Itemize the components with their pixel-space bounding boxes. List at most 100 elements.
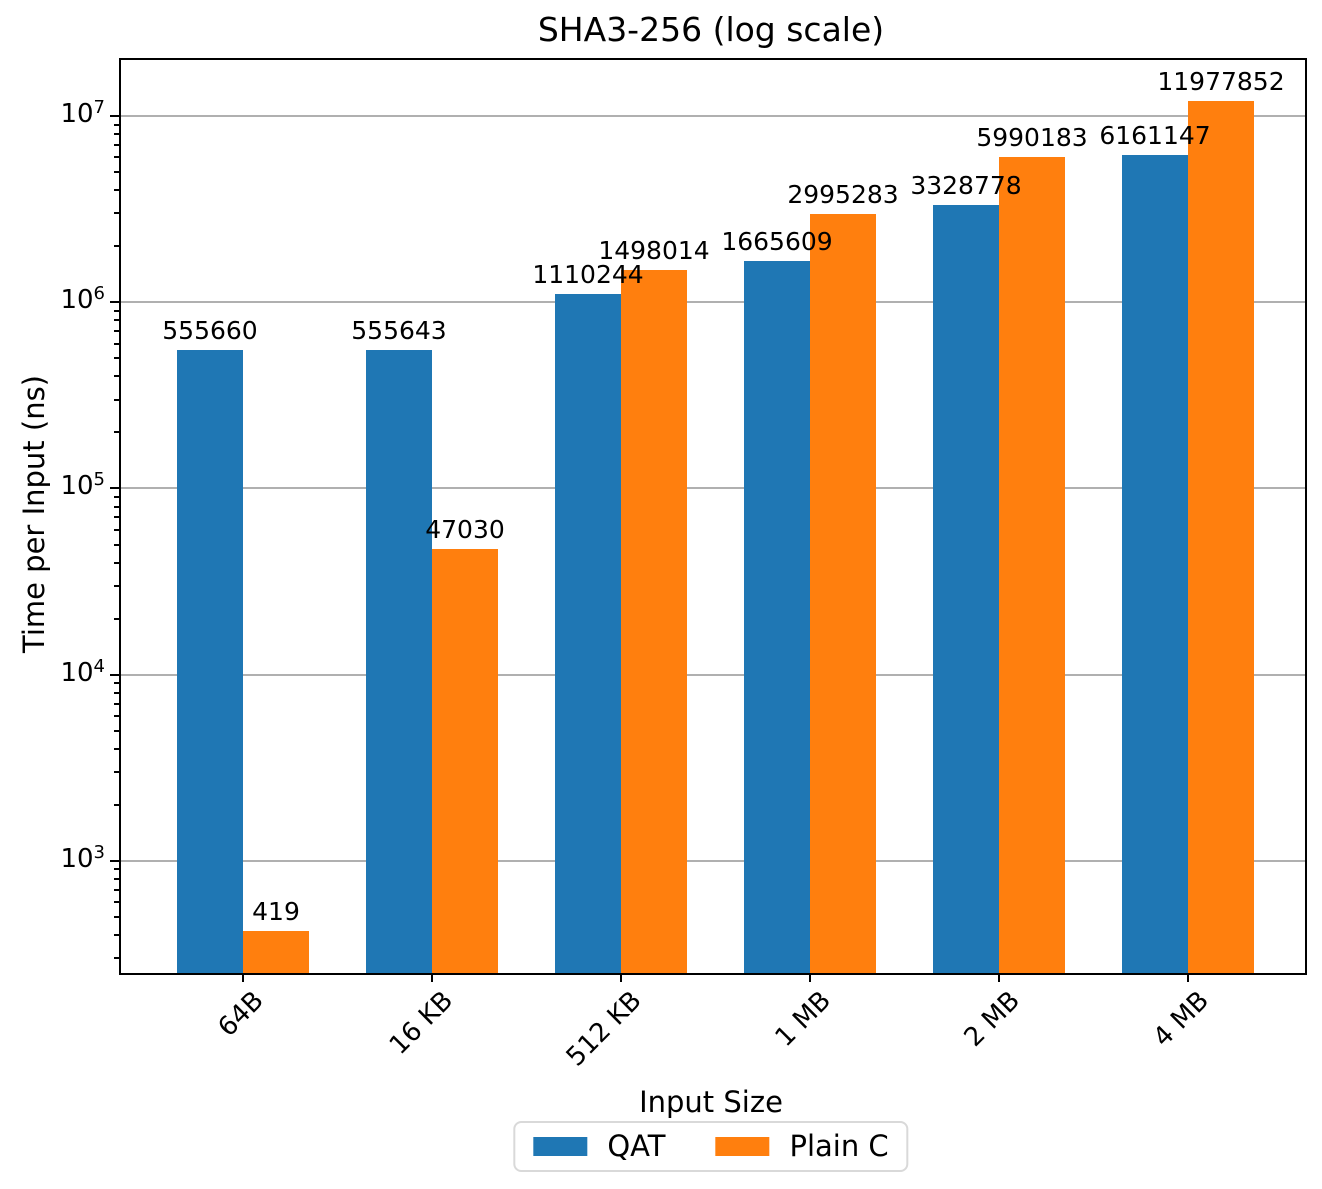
bar-value-label: 1498014 <box>598 235 710 265</box>
y-minor-tick <box>114 212 119 215</box>
x-tick <box>1187 973 1189 982</box>
gridline <box>121 301 1305 304</box>
y-tick-label: 105 <box>60 469 105 502</box>
bar-plain-c-64b <box>243 931 309 973</box>
y-minor-tick <box>114 747 119 750</box>
y-minor-tick <box>114 495 119 498</box>
gridline <box>121 115 1305 118</box>
y-minor-tick <box>114 714 119 717</box>
x-axis-label: Input Size <box>639 1085 783 1119</box>
bar-value-label: 47030 <box>425 515 505 545</box>
x-tick <box>620 973 622 982</box>
y-minor-tick <box>114 123 119 126</box>
x-tick <box>242 973 244 982</box>
bar-value-label: 6161147 <box>1099 121 1211 151</box>
bar-value-label: 2995283 <box>787 179 899 209</box>
bar-value-label: 11977852 <box>1157 67 1285 97</box>
y-tick-label: 103 <box>60 841 105 874</box>
x-tick <box>431 973 433 982</box>
y-minor-tick <box>114 516 119 519</box>
bar-qat-64b <box>177 349 243 973</box>
bar-value-label: 1110244 <box>532 259 644 289</box>
y-minor-tick <box>114 528 119 531</box>
bar-value-label: 1665609 <box>721 227 833 256</box>
legend-label-qat: QAT <box>607 1129 666 1163</box>
bar-plain-c-4-mb <box>1188 101 1254 973</box>
y-minor-tick <box>114 561 119 564</box>
y-minor-tick <box>114 584 119 587</box>
y-minor-tick <box>114 505 119 508</box>
x-tick-label: 512 KB <box>560 985 648 1073</box>
x-tick-label: 64B <box>212 985 270 1043</box>
y-tick-label: 106 <box>60 283 105 316</box>
bar-qat-16-kb <box>366 349 432 973</box>
legend-swatch-qat <box>533 1137 588 1156</box>
y-minor-tick <box>114 398 119 401</box>
bar-plain-c-16-kb <box>432 549 498 973</box>
y-minor-tick <box>114 245 119 248</box>
bar-plain-c-2-mb <box>999 157 1065 973</box>
y-minor-tick <box>114 133 119 136</box>
y-minor-tick <box>114 189 119 192</box>
bar-qat-4-mb <box>1122 155 1188 973</box>
x-tick-label: 1 MB <box>769 985 837 1053</box>
y-minor-tick <box>114 868 119 871</box>
x-tick-label: 16 KB <box>383 985 459 1061</box>
y-minor-tick <box>114 877 119 880</box>
x-tick-label: 2 MB <box>958 985 1026 1053</box>
bar-qat-2-mb <box>933 205 999 973</box>
bar-value-label: 3328778 <box>910 171 1022 200</box>
bar-value-label: 555660 <box>162 315 258 345</box>
y-minor-tick <box>114 691 119 694</box>
x-tick-label: 4 MB <box>1147 985 1215 1053</box>
y-minor-tick <box>114 431 119 434</box>
y-minor-tick <box>114 957 119 960</box>
y-minor-tick <box>114 375 119 378</box>
y-minor-tick <box>114 771 119 774</box>
y-minor-tick <box>114 171 119 174</box>
y-minor-tick <box>114 357 119 360</box>
y-minor-tick <box>114 543 119 546</box>
y-minor-tick <box>114 309 119 312</box>
y-major-tick <box>110 859 119 862</box>
bar-plain-c-1-mb <box>810 213 876 973</box>
y-minor-tick <box>114 915 119 918</box>
y-minor-tick <box>114 803 119 806</box>
y-tick-label: 107 <box>60 97 105 130</box>
x-tick <box>809 973 811 982</box>
legend-swatch-plain-c <box>715 1137 770 1156</box>
legend-label-plain-c: Plain C <box>789 1129 889 1163</box>
y-major-tick <box>110 301 119 304</box>
legend-entry-plain-c: Plain C <box>715 1129 889 1163</box>
gridline <box>121 673 1305 676</box>
y-minor-tick <box>114 156 119 159</box>
y-minor-tick <box>114 342 119 345</box>
y-minor-tick <box>114 901 119 904</box>
plot-area: 103 104 105 106 107 555660 419 64B 555643 47030 16… <box>60 58 1307 1072</box>
y-major-tick <box>110 115 119 118</box>
y-minor-tick <box>114 330 119 333</box>
y-minor-tick <box>114 933 119 936</box>
bar-plain-c-512-kb <box>621 269 687 973</box>
gridline <box>121 487 1305 490</box>
y-minor-tick <box>114 702 119 705</box>
bar-qat-512-kb <box>555 293 621 973</box>
y-minor-tick <box>114 682 119 685</box>
y-minor-tick <box>114 888 119 891</box>
bar-qat-1-mb <box>744 261 810 973</box>
legend-entry-qat: QAT <box>533 1132 665 1161</box>
y-minor-tick <box>114 143 119 146</box>
x-tick <box>998 973 1000 982</box>
legend: QAT Plain C <box>513 1121 909 1172</box>
y-minor-tick <box>114 319 119 322</box>
chart-title: SHA3-256 (log scale) <box>537 10 885 49</box>
y-axis-label: Time per Input (ns) <box>17 374 51 654</box>
y-tick-label: 104 <box>60 655 105 688</box>
gridline <box>121 859 1305 862</box>
bar-value-label: 5990183 <box>976 123 1088 153</box>
y-major-tick <box>110 673 119 676</box>
bar-value-label: 555643 <box>351 315 447 345</box>
y-minor-tick <box>114 617 119 620</box>
bar-value-label: 419 <box>252 897 300 927</box>
